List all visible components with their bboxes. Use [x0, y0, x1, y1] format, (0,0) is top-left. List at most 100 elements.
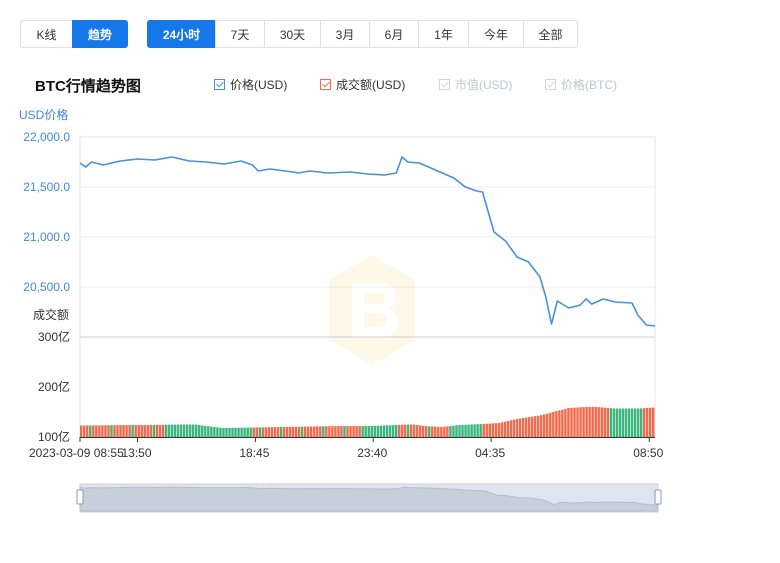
volume-bar [252, 427, 255, 437]
volume-bar [273, 427, 277, 437]
volume-bar [564, 408, 567, 437]
volume-bar [191, 424, 195, 437]
volume-bar [582, 407, 585, 437]
volume-bar [491, 423, 495, 437]
volume-bar [89, 425, 92, 437]
volume-bar [546, 413, 549, 437]
volume-bar [434, 426, 437, 437]
volume-bar [645, 407, 649, 437]
legend-marketcap-usd-label: 市值(USD) [455, 78, 513, 92]
navigator-left-handle[interactable] [76, 489, 84, 505]
volume-bar [225, 427, 228, 437]
y-tick-label: 22,000.0 [23, 130, 70, 144]
tab-24h[interactable]: 24小时 [147, 20, 216, 48]
volume-bar [367, 425, 370, 437]
watermark-logo-icon [329, 255, 415, 365]
tab-kline[interactable]: K线 [20, 20, 73, 48]
volume-bar [282, 426, 286, 437]
volume-bar [95, 425, 98, 437]
volume-bar [403, 424, 407, 437]
volume-bar [391, 425, 395, 437]
tab-ytd[interactable]: 今年 [468, 20, 524, 48]
volume-bar [143, 424, 146, 437]
volume-bar [92, 425, 95, 437]
legend-price-usd[interactable]: 价格(USD) [214, 76, 287, 93]
volume-bar [264, 427, 268, 437]
volume-bar [313, 426, 316, 437]
volume-bar [467, 424, 470, 437]
volume-bar [370, 425, 373, 437]
legend-price-usd-label: 价格(USD) [230, 78, 288, 92]
volume-bar [104, 425, 107, 437]
volume-bar [567, 408, 570, 437]
volume-bar [512, 419, 516, 437]
volume-bar [125, 425, 128, 437]
volume-bar [201, 425, 204, 437]
volume-tick-label: 100亿 [38, 429, 70, 444]
volume-bar [219, 427, 222, 437]
volume-bar [406, 424, 410, 437]
volume-bar [222, 428, 225, 437]
x-tick-label: 04:35 [475, 446, 505, 460]
volume-bar [231, 427, 234, 437]
volume-bar [258, 427, 261, 437]
volume-bar [458, 424, 461, 437]
volume-bar [555, 411, 558, 437]
volume-bar [195, 424, 198, 437]
volume-bar [536, 415, 540, 437]
volume-bar [340, 426, 343, 437]
volume-bar [552, 411, 555, 437]
volume-bar [294, 426, 298, 437]
volume-bar [303, 426, 307, 437]
volume-bar [237, 427, 240, 437]
volume-bar [639, 408, 643, 437]
range-navigator[interactable] [76, 483, 662, 513]
volume-bar [515, 418, 519, 437]
volume-bar [228, 427, 231, 437]
volume-bar [636, 408, 640, 437]
volume-bar [415, 425, 419, 437]
volume-bar [306, 426, 310, 437]
volume-bar [521, 418, 525, 437]
checkbox-disabled-icon [439, 79, 450, 90]
volume-bar [319, 426, 322, 437]
legend-volume-usd[interactable]: 成交额(USD) [320, 76, 405, 93]
volume-bar [358, 426, 361, 437]
tab-all[interactable]: 全部 [523, 20, 578, 48]
volume-bar [246, 427, 249, 437]
volume-bar [137, 424, 140, 437]
volume-bar [361, 426, 364, 437]
volume-bar [449, 426, 452, 437]
volume-bar [633, 408, 637, 437]
volume-bar [134, 425, 137, 437]
legend-marketcap-usd[interactable]: 市值(USD) [439, 76, 512, 93]
volume-bar [418, 425, 422, 437]
volume-bar [573, 407, 576, 437]
navigator-right-handle[interactable] [654, 489, 662, 505]
volume-bar [179, 424, 183, 437]
volume-bar [497, 423, 501, 437]
volume-bar [243, 427, 246, 437]
volume-bar [343, 426, 346, 437]
volume-bar [455, 425, 458, 437]
volume-axis-label: 成交额 [33, 307, 69, 322]
volume-bar [334, 426, 337, 437]
volume-bar [349, 426, 352, 437]
tab-30d[interactable]: 30天 [264, 20, 321, 48]
volume-bar [428, 426, 431, 437]
volume-bar [161, 424, 165, 437]
tab-trend[interactable]: 趋势 [72, 20, 128, 48]
volume-bar [128, 425, 131, 437]
volume-bar [213, 426, 216, 437]
tab-6m[interactable]: 6月 [369, 20, 419, 48]
volume-bar [346, 426, 349, 437]
volume-bar [176, 424, 180, 437]
volume-bar [210, 426, 213, 437]
volume-bar [446, 426, 449, 437]
volume-bar [579, 407, 582, 437]
volume-bar [576, 407, 579, 437]
tab-1y[interactable]: 1年 [418, 20, 469, 48]
legend-price-btc[interactable]: 价格(BTC) [545, 76, 617, 93]
volume-bar [331, 426, 334, 437]
volume-bar [146, 424, 150, 437]
